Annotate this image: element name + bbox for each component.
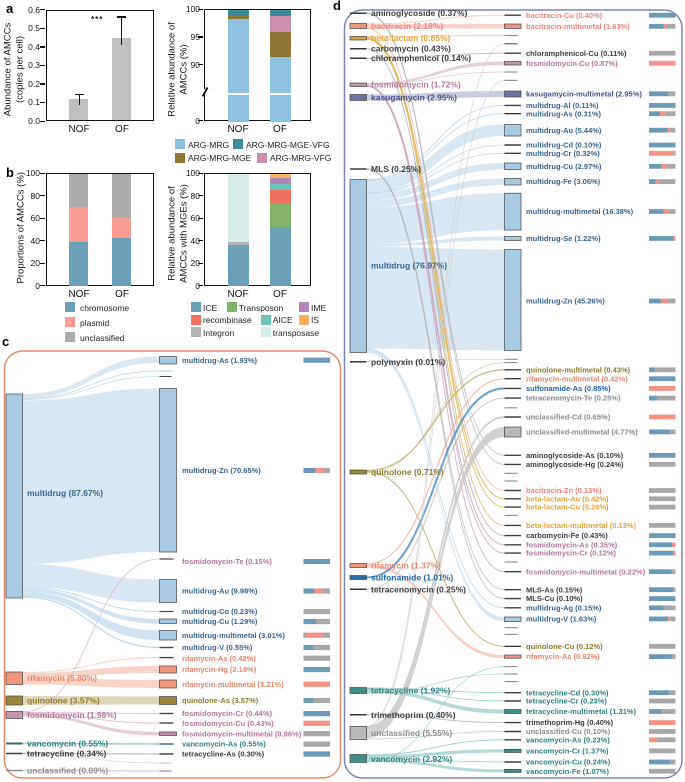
svg-text:vancomycin (2.92%): vancomycin (2.92%)	[371, 754, 452, 764]
svg-text:trimethoprim-Hg (0.40%): trimethoprim-Hg (0.40%)	[526, 718, 614, 727]
svg-text:multidrug-Ag (0.15%): multidrug-Ag (0.15%)	[526, 603, 602, 612]
svg-text:rifamycin (1.37%): rifamycin (1.37%)	[371, 561, 441, 571]
svg-text:multidrug-Se (1.22%): multidrug-Se (1.22%)	[526, 234, 601, 243]
svg-text:aminoglycoside-Hg (0.24%): aminoglycoside-Hg (0.24%)	[526, 460, 624, 469]
svg-text:multidrug (87.67%): multidrug (87.67%)	[27, 488, 103, 498]
svg-text:vancomycin-As (0.23%): vancomycin-As (0.23%)	[526, 735, 610, 744]
svg-text:rifamycin-Hg (2.18%): rifamycin-Hg (2.18%)	[182, 665, 257, 674]
svg-text:fosmidomycin (1.98%): fosmidomycin (1.98%)	[27, 710, 117, 720]
svg-text:multidrug-Zn (70.65%): multidrug-Zn (70.65%)	[182, 466, 261, 475]
svg-text:chloramphenicol (0.14%): chloramphenicol (0.14%)	[371, 53, 471, 63]
svg-text:multidrug-Cd (0.10%): multidrug-Cd (0.10%)	[526, 141, 602, 150]
svg-text:multidrug-multimetal (3.01%): multidrug-multimetal (3.01%)	[182, 631, 285, 640]
svg-text:tetracycline (1.92%): tetracycline (1.92%)	[371, 685, 451, 695]
svg-text:MLS-As (0.15%): MLS-As (0.15%)	[526, 585, 583, 594]
svg-text:fosmidomycin-multimetal (0.22%: fosmidomycin-multimetal (0.22%)	[526, 567, 646, 576]
svg-text:quinolone-Cu (0.12%): quinolone-Cu (0.12%)	[526, 642, 603, 651]
svg-text:beta-lactam-Au (0.42%): beta-lactam-Au (0.42%)	[526, 494, 609, 503]
svg-text:vancomycin-As (0.55%): vancomycin-As (0.55%)	[182, 740, 266, 749]
svg-text:fosmidomycin (1.72%): fosmidomycin (1.72%)	[371, 80, 461, 90]
svg-text:quinolone (3.57%): quinolone (3.57%)	[27, 696, 100, 706]
svg-text:multidrug (76.97%): multidrug (76.97%)	[371, 261, 447, 271]
svg-text:fosmidomycin-Cu (0.87%): fosmidomycin-Cu (0.87%)	[526, 59, 618, 68]
svg-text:unclassified (5.55%): unclassified (5.55%)	[371, 728, 452, 738]
svg-text:rifamycin-As (0.92%): rifamycin-As (0.92%)	[526, 652, 600, 661]
svg-text:vancomycin-Cu (0.24%): vancomycin-Cu (0.24%)	[526, 758, 611, 767]
svg-text:vancomycin (0.55%): vancomycin (0.55%)	[27, 739, 108, 749]
svg-text:multidrug-V (1.63%): multidrug-V (1.63%)	[526, 615, 597, 624]
svg-text:rifamycin-multimetal (3.21%): rifamycin-multimetal (3.21%)	[182, 680, 284, 689]
svg-text:chloramphenicol-Cu (0.11%): chloramphenicol-Cu (0.11%)	[526, 49, 627, 58]
svg-text:multidrug-As (1.93%): multidrug-As (1.93%)	[182, 356, 258, 365]
svg-text:multidrug-multimetal (16.38%): multidrug-multimetal (16.38%)	[526, 207, 634, 216]
svg-text:MLS (0.25%): MLS (0.25%)	[371, 164, 421, 174]
svg-text:kasugamycin (2.95%): kasugamycin (2.95%)	[371, 93, 457, 103]
svg-text:multidrug-Fe (3.06%): multidrug-Fe (3.06%)	[526, 177, 601, 186]
svg-text:fosmidomycin-multimetal (0.96%: fosmidomycin-multimetal (0.96%)	[182, 729, 302, 738]
svg-text:sulfonamide (1.01%): sulfonamide (1.01%)	[371, 573, 453, 583]
svg-text:multidrug-Cu (2.97%): multidrug-Cu (2.97%)	[526, 162, 602, 171]
svg-text:sulfonamide-As (0.85%): sulfonamide-As (0.85%)	[526, 384, 611, 393]
svg-text:kasugamycin-multimetal (2.95%): kasugamycin-multimetal (2.95%)	[526, 89, 642, 98]
svg-text:bacitracin-Zn (0.13%): bacitracin-Zn (0.13%)	[526, 486, 602, 495]
svg-text:multidrug-Cu (1.29%): multidrug-Cu (1.29%)	[182, 617, 258, 626]
svg-text:multidrug-Al (0.11%): multidrug-Al (0.11%)	[526, 101, 599, 110]
svg-text:multidrug-Au (5.44%): multidrug-Au (5.44%)	[526, 126, 602, 135]
svg-text:tetracycline-As (0.30%): tetracycline-As (0.30%)	[182, 750, 265, 759]
svg-text:quinolone-multimetal (0.43%): quinolone-multimetal (0.43%)	[526, 365, 631, 374]
svg-text:rifamycin-multimetal (0.42%): rifamycin-multimetal (0.42%)	[526, 374, 628, 383]
svg-text:multidrug-Cr (0.32%): multidrug-Cr (0.32%)	[526, 149, 600, 158]
svg-text:beta-lactam (0.85%): beta-lactam (0.85%)	[371, 33, 451, 43]
svg-text:fosmidomycin-Cr (0.12%): fosmidomycin-Cr (0.12%)	[526, 549, 617, 558]
svg-text:carbomycin-Fe (0.43%): carbomycin-Fe (0.43%)	[526, 531, 608, 540]
svg-text:multidrug-As (0.31%): multidrug-As (0.31%)	[526, 109, 602, 118]
svg-text:unclassified-multimetal (4.77%: unclassified-multimetal (4.77%)	[526, 428, 638, 437]
svg-text:fosmidomycin-Cu (0.43%): fosmidomycin-Cu (0.43%)	[182, 719, 274, 728]
svg-text:unclassified-Cd (0.65%): unclassified-Cd (0.65%)	[526, 413, 611, 422]
svg-text:bacitracin-Cu (0.40%): bacitracin-Cu (0.40%)	[526, 11, 603, 20]
svg-text:tetracycline-Cr (0.23%): tetracycline-Cr (0.23%)	[526, 697, 607, 706]
svg-text:aminoglycoside (0.37%): aminoglycoside (0.37%)	[371, 8, 468, 18]
svg-text:unclassified-Cu (0.10%): unclassified-Cu (0.10%)	[526, 727, 611, 736]
svg-text:fosmidomycin-Cr (0.44%): fosmidomycin-Cr (0.44%)	[182, 709, 273, 718]
svg-text:vancomycin-Cr (1.37%): vancomycin-Cr (1.37%)	[526, 747, 609, 756]
svg-text:vancomycin-Fe (1.07%): vancomycin-Fe (1.07%)	[526, 767, 609, 776]
svg-text:aminoglycoside-As (0.10%): aminoglycoside-As (0.10%)	[526, 451, 624, 460]
svg-text:multidrug-Co (0.23%): multidrug-Co (0.23%)	[182, 607, 258, 616]
svg-text:MLS-Cu (0.10%): MLS-Cu (0.10%)	[526, 594, 583, 603]
svg-text:fosmidomycin-Te (0.15%): fosmidomycin-Te (0.15%)	[182, 557, 272, 566]
svg-text:polymyxin (0.01%): polymyxin (0.01%)	[371, 357, 445, 367]
svg-text:bacitracin (2.18%): bacitracin (2.18%)	[371, 21, 443, 31]
svg-text:trimethoprim (0.40%): trimethoprim (0.40%)	[371, 710, 456, 720]
svg-text:rifamycin (5.80%): rifamycin (5.80%)	[27, 673, 97, 683]
svg-text:quinolone-As (3.57%): quinolone-As (3.57%)	[182, 696, 259, 705]
svg-text:fosmidomycin-As (0.35%): fosmidomycin-As (0.35%)	[526, 540, 618, 549]
svg-text:quinolone (0.71%): quinolone (0.71%)	[371, 467, 444, 477]
svg-text:tetracycline-Cd (0.30%): tetracycline-Cd (0.30%)	[526, 688, 609, 697]
svg-text:unclassified (0.09%): unclassified (0.09%)	[27, 766, 108, 776]
svg-text:bacitracin-multimetal (1.63%): bacitracin-multimetal (1.63%)	[526, 22, 630, 31]
svg-text:carbomycin (0.43%): carbomycin (0.43%)	[371, 44, 451, 54]
svg-text:tetracycline-multimetal (1.31%: tetracycline-multimetal (1.31%)	[526, 707, 637, 716]
svg-text:tetracenomycin (0.25%): tetracenomycin (0.25%)	[371, 584, 466, 594]
svg-text:rifamycin-As (0.42%): rifamycin-As (0.42%)	[182, 654, 256, 663]
svg-text:multidrug-Zn (45.26%): multidrug-Zn (45.26%)	[526, 297, 605, 306]
svg-text:multidrug-V (0.55%): multidrug-V (0.55%)	[182, 643, 253, 652]
svg-text:beta-lactam-Cu (0.28%): beta-lactam-Cu (0.28%)	[526, 503, 609, 512]
svg-text:multidrug-Au (9.98%): multidrug-Au (9.98%)	[182, 587, 258, 596]
svg-text:tetracycline (0.34%): tetracycline (0.34%)	[27, 749, 107, 759]
svg-text:tetracenomycin-Te (0.25%): tetracenomycin-Te (0.25%)	[526, 394, 621, 403]
svg-text:beta-lactam-multimetal (0.13%): beta-lactam-multimetal (0.13%)	[526, 521, 637, 530]
